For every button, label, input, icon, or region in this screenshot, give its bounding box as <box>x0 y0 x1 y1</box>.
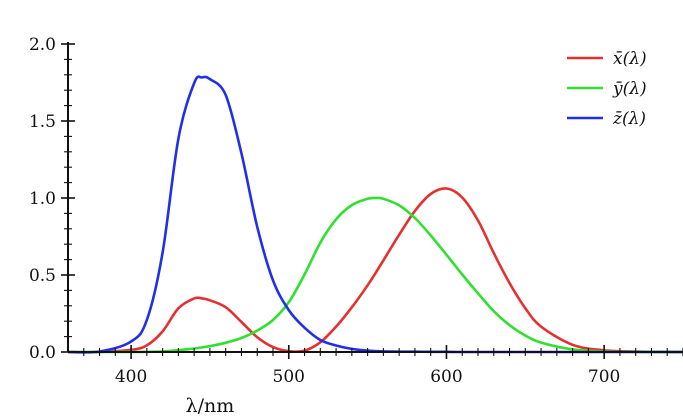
x-tick-label-700: 700 <box>588 367 620 387</box>
legend: x̄(λ) ȳ(λ) z̄(λ) <box>567 49 647 129</box>
axes: 400 500 600 700 0.0 0.5 1.0 1.5 2.0 <box>29 35 683 387</box>
x-tick-label-400: 400 <box>115 367 147 387</box>
y-tick-label-0: 0.0 <box>29 343 56 363</box>
y-tick-label-2: 1.0 <box>29 189 56 209</box>
y-tick-label-4: 2.0 <box>29 35 56 55</box>
legend-label-0: x̄(λ) <box>613 49 647 69</box>
legend-label-2: z̄(λ) <box>612 109 646 129</box>
y-tick-label-3: 1.5 <box>29 112 56 132</box>
x-tick-label-600: 600 <box>430 367 462 387</box>
series-line-1 <box>67 196 683 354</box>
y-tick-label-1: 0.5 <box>29 266 56 286</box>
x-axis-title: λ/nm <box>186 395 235 417</box>
x-tick-label-500: 500 <box>273 367 305 387</box>
series-line-0 <box>67 187 683 354</box>
legend-label-1: ȳ(λ) <box>612 79 647 99</box>
